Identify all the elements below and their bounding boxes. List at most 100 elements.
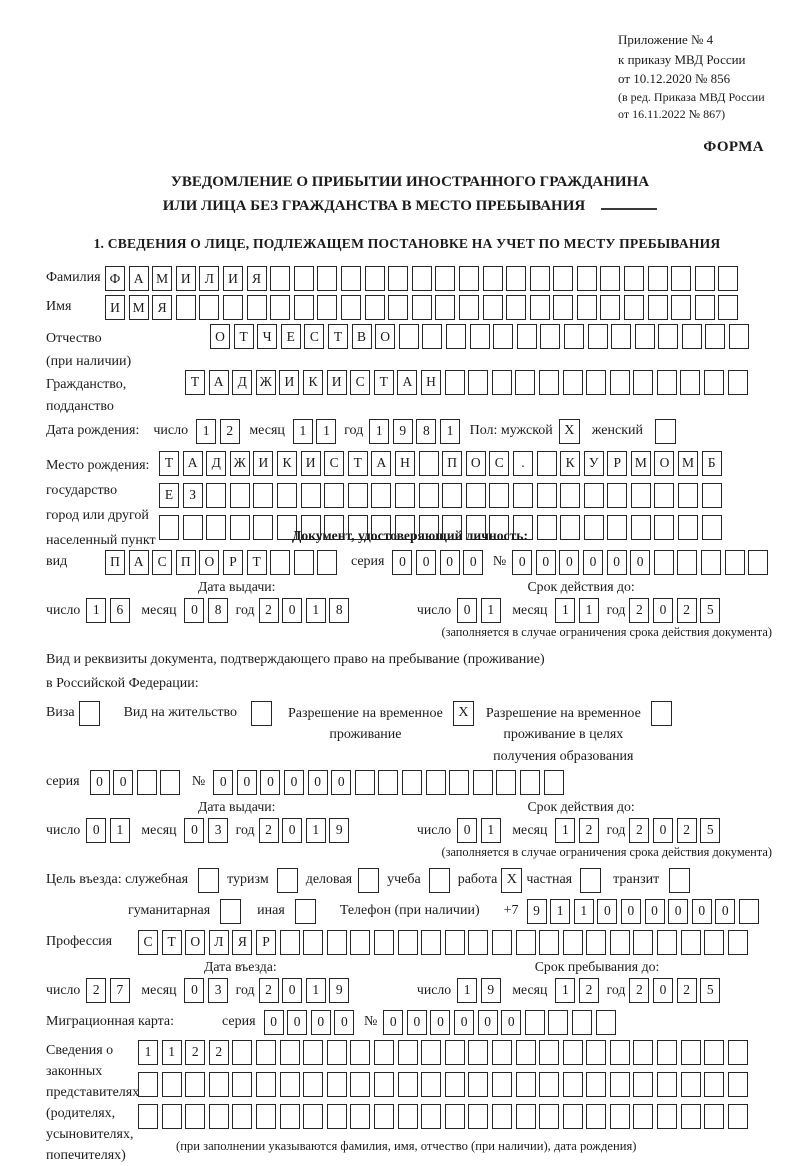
char-cell[interactable] <box>595 1009 616 1035</box>
char-cell[interactable]: 0 <box>282 817 303 843</box>
char-cell[interactable]: 1 <box>305 817 326 843</box>
char-cell[interactable] <box>444 1071 465 1097</box>
char-cell[interactable]: И <box>222 266 243 292</box>
char-cell[interactable]: 0 <box>383 1009 404 1035</box>
char-cell[interactable] <box>402 769 423 795</box>
char-cell[interactable]: С <box>324 450 345 476</box>
char-cell[interactable]: 2 <box>578 817 599 843</box>
char-cell[interactable] <box>388 295 409 321</box>
char-cell[interactable]: 0 <box>535 549 556 575</box>
char-cell[interactable] <box>468 929 489 955</box>
char-cell[interactable] <box>397 929 418 955</box>
char-cell[interactable]: 8 <box>416 418 437 444</box>
purpose-private-checkbox[interactable] <box>580 867 602 893</box>
char-cell[interactable]: С <box>138 929 158 955</box>
char-cell[interactable] <box>694 295 715 321</box>
char-cell[interactable]: 2 <box>629 817 650 843</box>
char-cell[interactable]: 2 <box>676 817 697 843</box>
char-cell[interactable]: П <box>175 549 196 575</box>
char-cell[interactable]: В <box>351 324 372 350</box>
char-cell[interactable]: 0 <box>606 549 627 575</box>
char-cell[interactable]: 3 <box>208 977 229 1003</box>
char-cell[interactable] <box>718 266 739 292</box>
char-cell[interactable]: 0 <box>406 1009 427 1035</box>
char-cell[interactable]: Т <box>347 450 368 476</box>
char-cell[interactable]: 1 <box>292 418 313 444</box>
char-cell[interactable]: 0 <box>416 549 437 575</box>
char-cell[interactable] <box>562 369 583 395</box>
char-cell[interactable]: 0 <box>653 597 673 623</box>
char-cell[interactable] <box>276 482 297 508</box>
char-cell[interactable]: Ф <box>105 266 125 292</box>
char-cell[interactable] <box>563 324 584 350</box>
char-cell[interactable] <box>350 929 371 955</box>
char-cell[interactable] <box>398 324 419 350</box>
purpose-other-checkbox[interactable] <box>294 898 316 924</box>
male-checkbox[interactable]: X <box>558 418 580 444</box>
char-cell[interactable] <box>444 369 465 395</box>
char-cell[interactable] <box>586 1103 607 1129</box>
char-cell[interactable]: Д <box>206 450 227 476</box>
char-cell[interactable]: О <box>199 549 220 575</box>
char-cell[interactable]: Н <box>420 369 441 395</box>
char-cell[interactable] <box>270 295 291 321</box>
char-cell[interactable] <box>633 1103 654 1129</box>
char-cell[interactable] <box>397 1103 418 1129</box>
char-cell[interactable] <box>515 369 536 395</box>
char-cell[interactable] <box>562 1071 583 1097</box>
char-cell[interactable]: 1 <box>305 977 326 1003</box>
char-cell[interactable] <box>519 769 540 795</box>
char-cell[interactable]: Л <box>208 929 229 955</box>
char-cell[interactable]: И <box>105 295 125 321</box>
char-cell[interactable]: Р <box>255 929 276 955</box>
char-cell[interactable] <box>562 929 583 955</box>
char-cell[interactable]: 0 <box>512 549 533 575</box>
char-cell[interactable] <box>397 1071 418 1097</box>
char-cell[interactable]: М <box>630 450 651 476</box>
char-cell[interactable] <box>350 1103 371 1129</box>
char-cell[interactable]: П <box>442 450 463 476</box>
char-cell[interactable] <box>540 324 561 350</box>
char-cell[interactable] <box>435 266 456 292</box>
char-cell[interactable] <box>586 929 607 955</box>
char-cell[interactable] <box>303 929 324 955</box>
char-cell[interactable]: 1 <box>550 898 571 924</box>
char-cell[interactable] <box>515 1103 536 1129</box>
char-cell[interactable] <box>489 514 510 540</box>
char-cell[interactable] <box>576 295 597 321</box>
char-cell[interactable] <box>373 1103 394 1129</box>
char-cell[interactable] <box>160 769 181 795</box>
char-cell[interactable] <box>647 266 668 292</box>
char-cell[interactable] <box>444 929 465 955</box>
char-cell[interactable] <box>468 369 489 395</box>
char-cell[interactable] <box>482 295 503 321</box>
char-cell[interactable]: 0 <box>310 1009 331 1035</box>
char-cell[interactable]: 0 <box>392 549 413 575</box>
char-cell[interactable]: Я <box>232 929 253 955</box>
char-cell[interactable] <box>634 324 655 350</box>
char-cell[interactable] <box>524 1009 545 1035</box>
char-cell[interactable] <box>553 295 574 321</box>
char-cell[interactable] <box>609 929 630 955</box>
char-cell[interactable] <box>394 514 415 540</box>
char-cell[interactable]: 2 <box>86 977 107 1003</box>
char-cell[interactable] <box>538 369 559 395</box>
char-cell[interactable] <box>255 1103 276 1129</box>
char-cell[interactable]: М <box>678 450 699 476</box>
temp-residence-checkbox[interactable]: X <box>452 700 474 726</box>
char-cell[interactable]: 0 <box>668 898 689 924</box>
char-cell[interactable] <box>512 482 533 508</box>
char-cell[interactable]: 1 <box>86 597 107 623</box>
char-cell[interactable] <box>388 266 409 292</box>
char-cell[interactable]: 1 <box>555 597 576 623</box>
char-cell[interactable] <box>560 482 581 508</box>
